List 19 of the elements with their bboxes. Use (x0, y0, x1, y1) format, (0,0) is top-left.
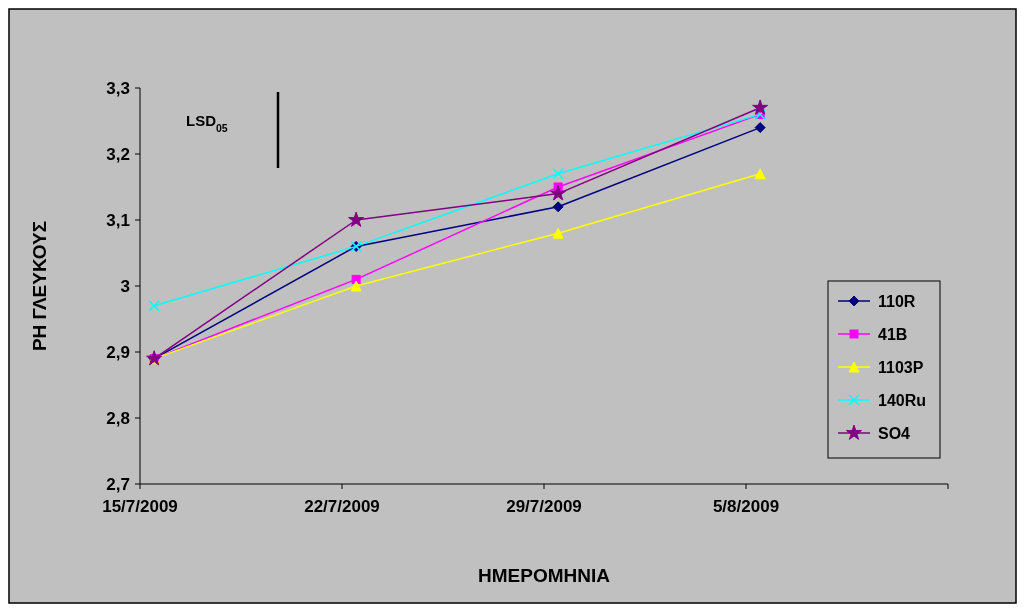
y-tick-label: 3,3 (106, 78, 130, 98)
x-tick-label: 29/7/2009 (506, 497, 582, 516)
legend-label: 1103P (878, 358, 924, 376)
y-tick-label: 2,7 (106, 474, 130, 494)
y-tick-label: 3,2 (106, 144, 130, 164)
x-axis-title: ΗΜΕΡΟΜΗΝΙΑ (478, 565, 611, 586)
y-tick-label: 2,8 (106, 408, 130, 428)
y-axis-title: ΡΗ ΓΛΕΥΚΟΥΣ (29, 220, 50, 352)
y-tick-label: 2,9 (106, 342, 130, 362)
legend-label: 110R (878, 292, 916, 310)
x-tick-label: 5/8/2009 (712, 497, 780, 516)
annotation: LSD$_{05}$ (186, 112, 228, 135)
legend-label: SO4 (878, 424, 911, 442)
x-tick-label: 22/7/2009 (304, 497, 380, 516)
y-tick-label: 3 (120, 276, 130, 296)
legend-label: 140Ru (878, 391, 927, 409)
y-tick-label: 3,1 (106, 210, 130, 230)
x-tick-label: 15/7/2009 (102, 497, 178, 516)
legend-label: 41B (878, 325, 908, 343)
